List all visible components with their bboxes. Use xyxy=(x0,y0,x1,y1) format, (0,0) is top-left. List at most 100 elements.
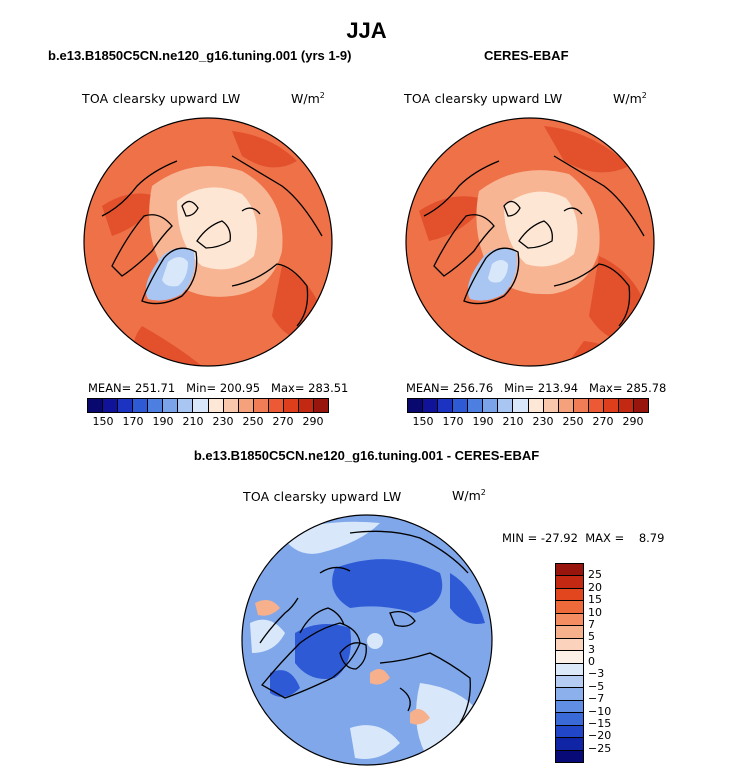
colorbar-swatch xyxy=(556,700,583,714)
panel2-stats: MEAN= 256.76 Min= 213.94 Max= 285.78 xyxy=(406,381,667,395)
colorbar-tick-label: 250 xyxy=(242,415,264,428)
colorbar-swatch xyxy=(556,588,583,602)
colorbar-swatch xyxy=(133,399,149,412)
colorbar-swatch xyxy=(513,399,529,412)
colorbar-tick-label: 190 xyxy=(472,415,494,428)
colorbar-swatch xyxy=(556,613,583,627)
colorbar-swatch xyxy=(556,688,583,701)
panel2-coastlines xyxy=(423,155,645,327)
panel3-light-patch xyxy=(416,683,480,753)
colorbar-tick-label: 7 xyxy=(588,617,595,631)
panel3-title: b.e13.B1850C5CN.ne120_g16.tuning.001 - C… xyxy=(193,448,540,463)
colorbar-tick-label: −25 xyxy=(588,741,612,755)
colorbar-tick-label: 15 xyxy=(588,593,602,607)
colorbar-swatch xyxy=(556,626,583,639)
panel3-stats: MIN = -27.92 MAX = 8.79 xyxy=(502,531,665,545)
colorbar-swatch xyxy=(118,399,134,412)
colorbar-tick-label: −10 xyxy=(588,704,612,718)
colorbar-swatch xyxy=(483,399,499,412)
colorbar-tick-label: 3 xyxy=(588,642,595,656)
colorbar-tick-label: −7 xyxy=(588,692,605,706)
colorbar-swatch xyxy=(556,675,583,689)
panel3-cold-patch xyxy=(450,573,485,624)
colorbar-tick-label: 290 xyxy=(622,415,644,428)
colorbar-swatch xyxy=(163,399,179,412)
colorbar-swatch xyxy=(103,399,119,412)
colorbar-swatch xyxy=(588,399,604,412)
colorbar-tick-label: −20 xyxy=(588,729,612,743)
panel2-polar-map xyxy=(405,117,655,367)
colorbar-tick-label: 250 xyxy=(562,415,584,428)
colorbar-swatch xyxy=(298,399,314,412)
colorbar-swatch xyxy=(528,399,544,412)
colorbar-tick-label: 230 xyxy=(212,415,234,428)
colorbar-tick-label: 270 xyxy=(592,415,614,428)
panel3-units: W/m2 xyxy=(452,488,486,504)
colorbar-swatch xyxy=(573,399,589,412)
colorbar-tick-label: 290 xyxy=(302,415,324,428)
panel1-colorbar-ticks: 150 170 190 210 230 250 270 290 xyxy=(87,415,329,429)
panel3-colorbar-ticks: 25 20 15 10 7 5 3 0 −3 −5 −7 −10 −15 −20 −25 xyxy=(588,563,630,763)
colorbar-swatch xyxy=(556,638,583,652)
colorbar-swatch xyxy=(556,713,583,726)
colorbar-swatch xyxy=(543,399,559,412)
colorbar-tick-label: 230 xyxy=(532,415,554,428)
colorbar-swatch xyxy=(468,399,484,412)
colorbar-swatch xyxy=(556,576,583,589)
panel2-title: CERES-EBAF xyxy=(484,48,569,63)
colorbar-swatch xyxy=(268,399,284,412)
colorbar-tick-label: 25 xyxy=(588,568,602,582)
colorbar-swatch xyxy=(453,399,469,412)
colorbar-tick-label: −3 xyxy=(588,667,605,681)
colorbar-tick-label: 170 xyxy=(122,415,144,428)
colorbar-swatch xyxy=(556,725,583,739)
panel1-stats: MEAN= 251.71 Min= 200.95 Max= 283.51 xyxy=(88,381,349,395)
colorbar-tick-label: 270 xyxy=(272,415,294,428)
colorbar-swatch xyxy=(88,399,104,412)
colorbar-swatch xyxy=(178,399,194,412)
panel3-variable: TOA clearsky upward LW xyxy=(243,489,402,504)
panel2-arctic-center xyxy=(504,191,578,267)
colorbar-swatch xyxy=(556,601,583,614)
panel3-cold-patch xyxy=(295,624,351,679)
panel3-warm-patch xyxy=(410,709,430,725)
panel2-warm-patch xyxy=(419,196,489,241)
panel2-warm-patch xyxy=(544,126,629,173)
panel3-coastlines xyxy=(259,530,471,724)
panel1-colorbar xyxy=(87,398,329,413)
colorbar-tick-label: 210 xyxy=(502,415,524,428)
panel3-cold-patch xyxy=(270,670,300,697)
panel2-colorbar xyxy=(407,398,649,413)
panel3-light-patch xyxy=(350,725,400,759)
panel3-warm-patch xyxy=(370,669,390,685)
colorbar-swatch xyxy=(423,399,439,412)
colorbar-tick-label: 0 xyxy=(588,655,595,668)
colorbar-tick-label: 170 xyxy=(442,415,464,428)
panel1-coastlines xyxy=(101,155,323,327)
panel1-polar-map xyxy=(83,117,333,367)
colorbar-tick-label: 210 xyxy=(182,415,204,428)
panel1-warm-patch xyxy=(232,131,297,168)
colorbar-swatch xyxy=(498,399,514,412)
colorbar-swatch xyxy=(283,399,299,412)
colorbar-tick-label: 10 xyxy=(588,605,602,619)
colorbar-swatch xyxy=(313,399,328,412)
panel3-light-patch xyxy=(250,619,285,653)
colorbar-swatch xyxy=(603,399,619,412)
colorbar-tick-label: −15 xyxy=(588,716,612,730)
colorbar-swatch xyxy=(558,399,574,412)
colorbar-swatch xyxy=(208,399,224,412)
panel3-polar-map xyxy=(241,514,493,766)
colorbar-swatch xyxy=(408,399,424,412)
panel1-variable: TOA clearsky upward LW xyxy=(82,91,241,106)
colorbar-tick-label: 150 xyxy=(92,415,114,428)
colorbar-tick-label: 5 xyxy=(588,630,595,644)
colorbar-swatch xyxy=(556,564,583,577)
colorbar-swatch xyxy=(618,399,634,412)
colorbar-swatch xyxy=(556,750,583,762)
panel2-variable: TOA clearsky upward LW xyxy=(404,91,563,106)
colorbar-swatch xyxy=(633,399,648,412)
colorbar-swatch xyxy=(238,399,254,412)
panel2-colorbar-ticks: 150 170 190 210 230 250 270 290 xyxy=(407,415,649,429)
colorbar-swatch xyxy=(223,399,239,412)
